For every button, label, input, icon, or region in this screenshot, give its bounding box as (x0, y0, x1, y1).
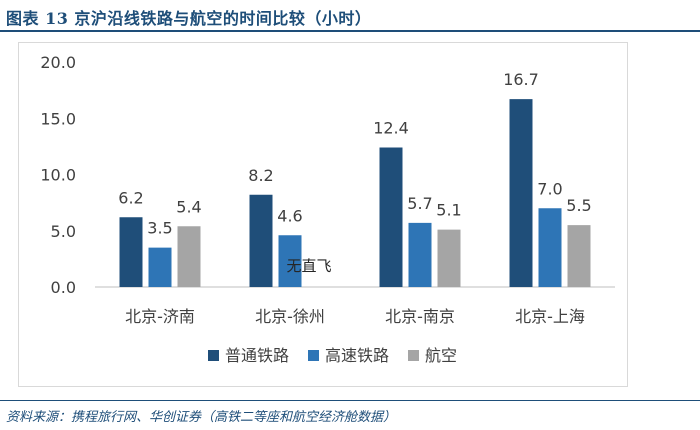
bar-chart: 0.0 5.0 10.0 15.0 20.0 6.23.55.4 北京-济南 8.2 4.6 北京… (40, 53, 615, 365)
bar-2-3 (408, 222, 432, 287)
data-label: 8.2 (248, 166, 273, 185)
bar-2-1 (148, 247, 172, 287)
y-tick-label: 15.0 (40, 109, 76, 128)
source-note: 资料来源：携程旅行网、华创证券（高铁二等座和航空经济舱数据） (6, 410, 397, 425)
y-tick-label: 5.0 (51, 222, 76, 241)
legend-label: 航空 (425, 346, 457, 365)
bar-1-3 (379, 147, 403, 287)
legend-swatch (408, 350, 419, 361)
data-label: 5.5 (566, 196, 591, 215)
legend-swatch (308, 350, 319, 361)
bar-2-2 (278, 235, 302, 287)
bar-3-1 (177, 226, 201, 287)
legend-label: 普通铁路 (225, 346, 289, 365)
bar-2-4 (538, 208, 562, 287)
data-label: 5.4 (176, 197, 201, 216)
data-label: 16.7 (503, 70, 539, 89)
data-label: 6.2 (118, 188, 143, 207)
x-tick-label: 北京-徐州 (255, 307, 325, 326)
x-tick-label: 北京-南京 (385, 307, 455, 326)
bar-1-2 (249, 194, 273, 287)
chart-frame (18, 42, 628, 387)
figure-title: 图表 13 京沪沿线铁路与航空的时间比较（小时） (6, 9, 372, 28)
data-label: 4.6 (277, 206, 302, 225)
title-rule (0, 30, 700, 32)
footer-rule (0, 400, 700, 401)
bar-1-4 (509, 99, 533, 287)
data-label: 3.5 (147, 219, 172, 238)
bar-3-4 (567, 225, 591, 287)
legend-swatch (208, 350, 219, 361)
legend-label: 高速铁路 (325, 346, 389, 365)
data-label: 12.4 (373, 119, 409, 138)
data-label: 5.1 (436, 201, 461, 220)
y-tick-label: 0.0 (51, 278, 76, 297)
bar-3-3 (437, 229, 461, 287)
x-tick-label: 北京-上海 (515, 307, 585, 326)
data-label: 5.7 (407, 194, 432, 213)
bar-1-1 (119, 217, 143, 287)
x-tick-label: 北京-济南 (125, 307, 195, 326)
data-label: 7.0 (537, 179, 562, 198)
annotation-no-direct-flight: 无直飞 (286, 257, 331, 275)
y-tick-label: 10.0 (40, 166, 76, 185)
y-tick-label: 20.0 (40, 53, 76, 72)
